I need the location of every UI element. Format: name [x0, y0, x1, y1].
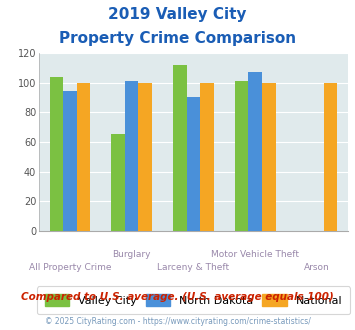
- Bar: [248, 72, 262, 231]
- Bar: [125, 81, 138, 231]
- Text: All Property Crime: All Property Crime: [29, 263, 111, 272]
- Text: Property Crime Comparison: Property Crime Comparison: [59, 31, 296, 46]
- Bar: [77, 82, 90, 231]
- Text: Larceny & Theft: Larceny & Theft: [157, 263, 230, 272]
- Bar: [111, 135, 125, 231]
- Text: Compared to U.S. average. (U.S. average equals 100): Compared to U.S. average. (U.S. average …: [21, 292, 334, 302]
- Bar: [324, 82, 337, 231]
- Bar: [173, 65, 187, 231]
- Bar: [200, 82, 214, 231]
- Bar: [63, 91, 77, 231]
- Text: Arson: Arson: [304, 263, 330, 272]
- Bar: [50, 77, 63, 231]
- Legend: Valley City, North Dakota, National: Valley City, North Dakota, National: [37, 286, 350, 314]
- Text: Burglary: Burglary: [113, 250, 151, 259]
- Bar: [262, 82, 275, 231]
- Bar: [187, 97, 200, 231]
- Text: © 2025 CityRating.com - https://www.cityrating.com/crime-statistics/: © 2025 CityRating.com - https://www.city…: [45, 317, 310, 326]
- Bar: [138, 82, 152, 231]
- Bar: [235, 81, 248, 231]
- Text: Motor Vehicle Theft: Motor Vehicle Theft: [211, 250, 299, 259]
- Text: 2019 Valley City: 2019 Valley City: [108, 7, 247, 21]
